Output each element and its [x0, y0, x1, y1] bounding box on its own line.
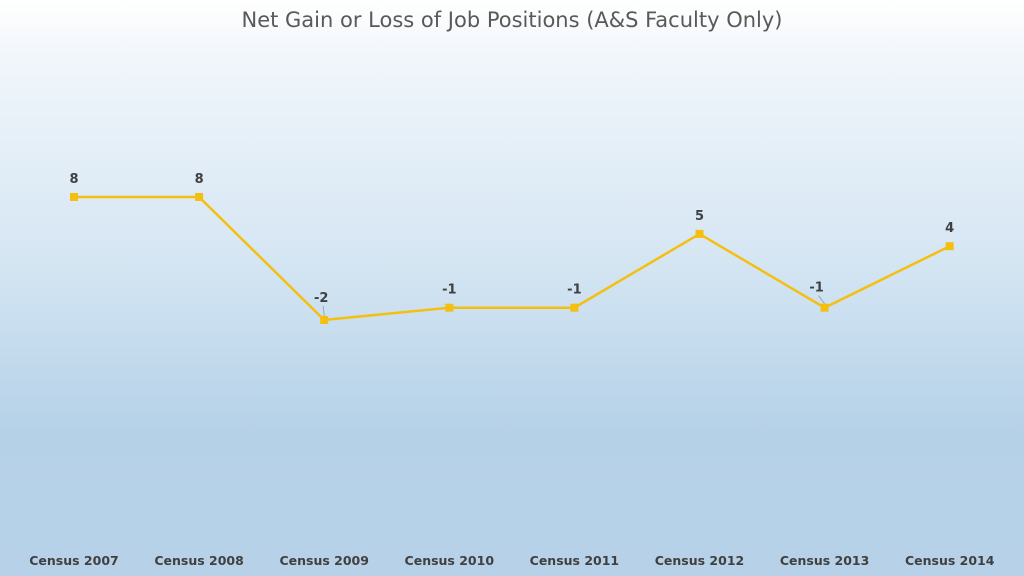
data-point-marker [945, 242, 954, 251]
x-tick-label: Census 2014 [905, 553, 995, 568]
leader-line [322, 305, 325, 317]
x-axis-tick-labels: Census 2007 Census 2008 Census 2009 Census … [29, 553, 994, 568]
data-label: 4 [945, 221, 954, 236]
x-tick-label: Census 2010 [405, 553, 495, 568]
data-point-marker [195, 193, 204, 201]
chart-title: Net Gain or Loss of Job Positions (A&S F… [241, 8, 783, 32]
x-tick-label: Census 2009 [279, 553, 368, 568]
x-tick-label: Census 2007 [29, 553, 118, 568]
x-tick-label: Census 2012 [655, 553, 744, 568]
data-point-marker [820, 303, 829, 312]
data-label: -1 [809, 281, 823, 296]
x-tick-label: Census 2008 [154, 553, 243, 568]
data-point-marker [445, 303, 454, 312]
series-markers [70, 193, 954, 324]
data-label: 8 [69, 172, 78, 187]
data-labels: 8 8 -2 -1 -1 5 -1 4 [69, 172, 954, 306]
data-point-marker [320, 316, 329, 324]
leader-lines [322, 295, 825, 317]
x-tick-label: Census 2013 [780, 553, 869, 568]
data-label: -1 [442, 283, 456, 298]
x-tick-label: Census 2011 [530, 553, 619, 568]
leader-line [818, 295, 825, 305]
data-label: 8 [195, 172, 204, 187]
data-point-marker [570, 303, 579, 312]
data-label: 5 [695, 209, 704, 224]
data-point-marker [70, 193, 78, 201]
data-label: -2 [314, 291, 328, 306]
series-line [74, 195, 951, 322]
data-label: -1 [567, 283, 581, 298]
data-point-marker [695, 229, 704, 238]
